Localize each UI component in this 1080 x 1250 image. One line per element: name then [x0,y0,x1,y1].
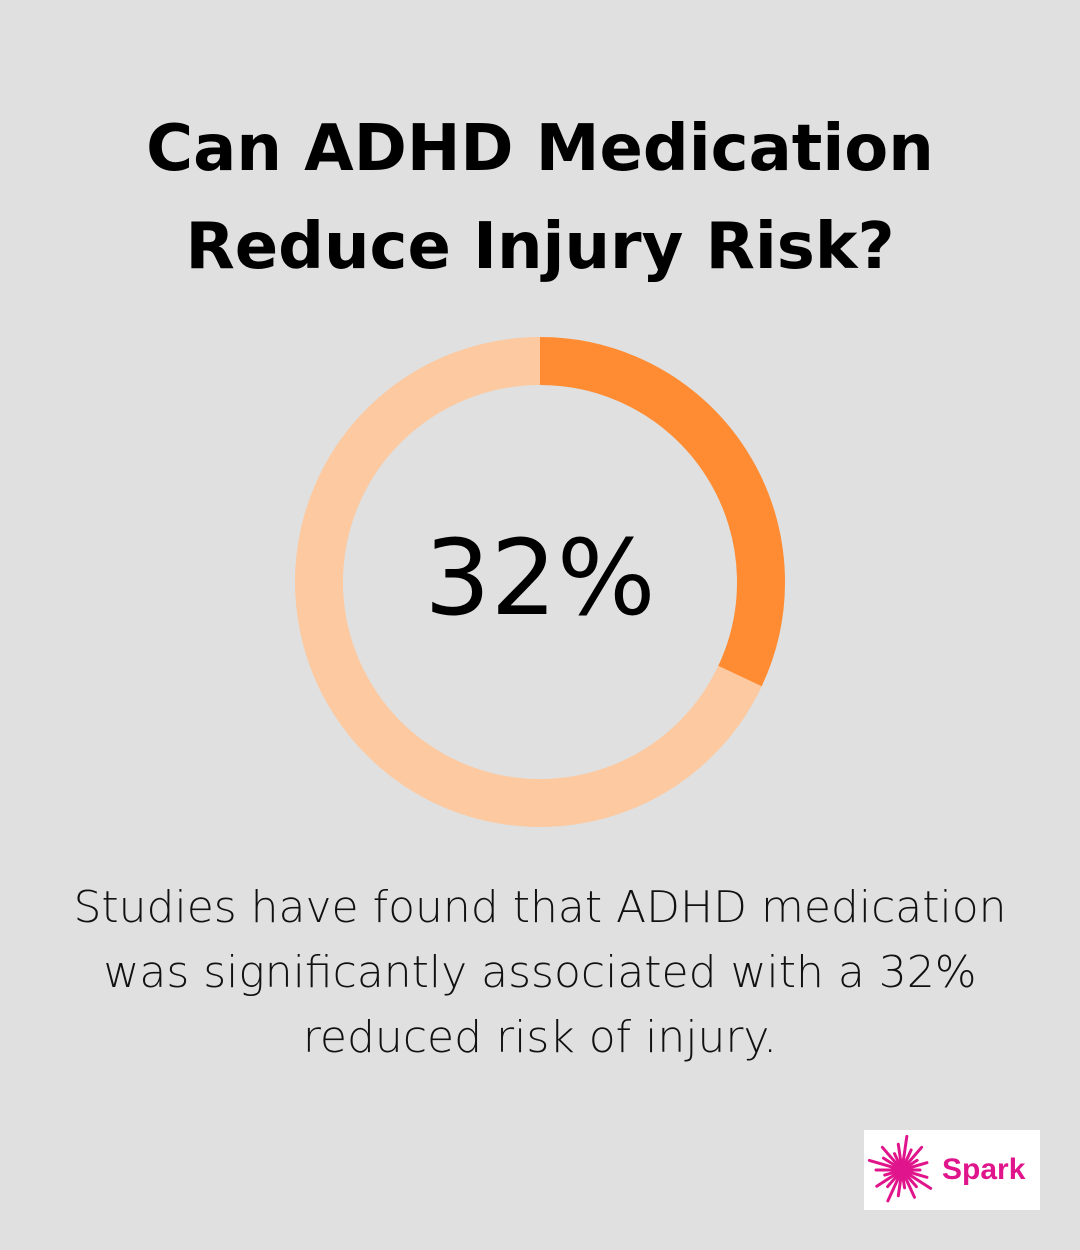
donut-slice-1 [539,337,785,687]
donut-slice-2 [295,337,762,827]
logo-text: Spark [942,1153,1026,1186]
title-line-1: Can ADHD Medication [146,112,934,186]
spark-logo: Spark [864,1130,1040,1210]
center-label: 32% [424,517,655,639]
title-line-2: Reduce Injury Risk? [185,210,895,284]
page-title: Can ADHD Medication Reduce Injury Risk? [0,100,1080,296]
donut-chart: 32% [295,337,785,827]
spark-starburst-icon [867,1134,933,1203]
caption: Studies have found that ADHD medication … [73,882,1007,1063]
